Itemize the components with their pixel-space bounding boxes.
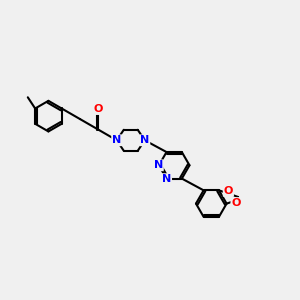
- Text: O: O: [231, 198, 241, 208]
- Text: O: O: [94, 104, 103, 114]
- Text: N: N: [112, 135, 122, 145]
- Text: N: N: [162, 174, 171, 184]
- Text: O: O: [224, 186, 233, 196]
- Text: N: N: [140, 135, 149, 145]
- Text: N: N: [154, 160, 163, 170]
